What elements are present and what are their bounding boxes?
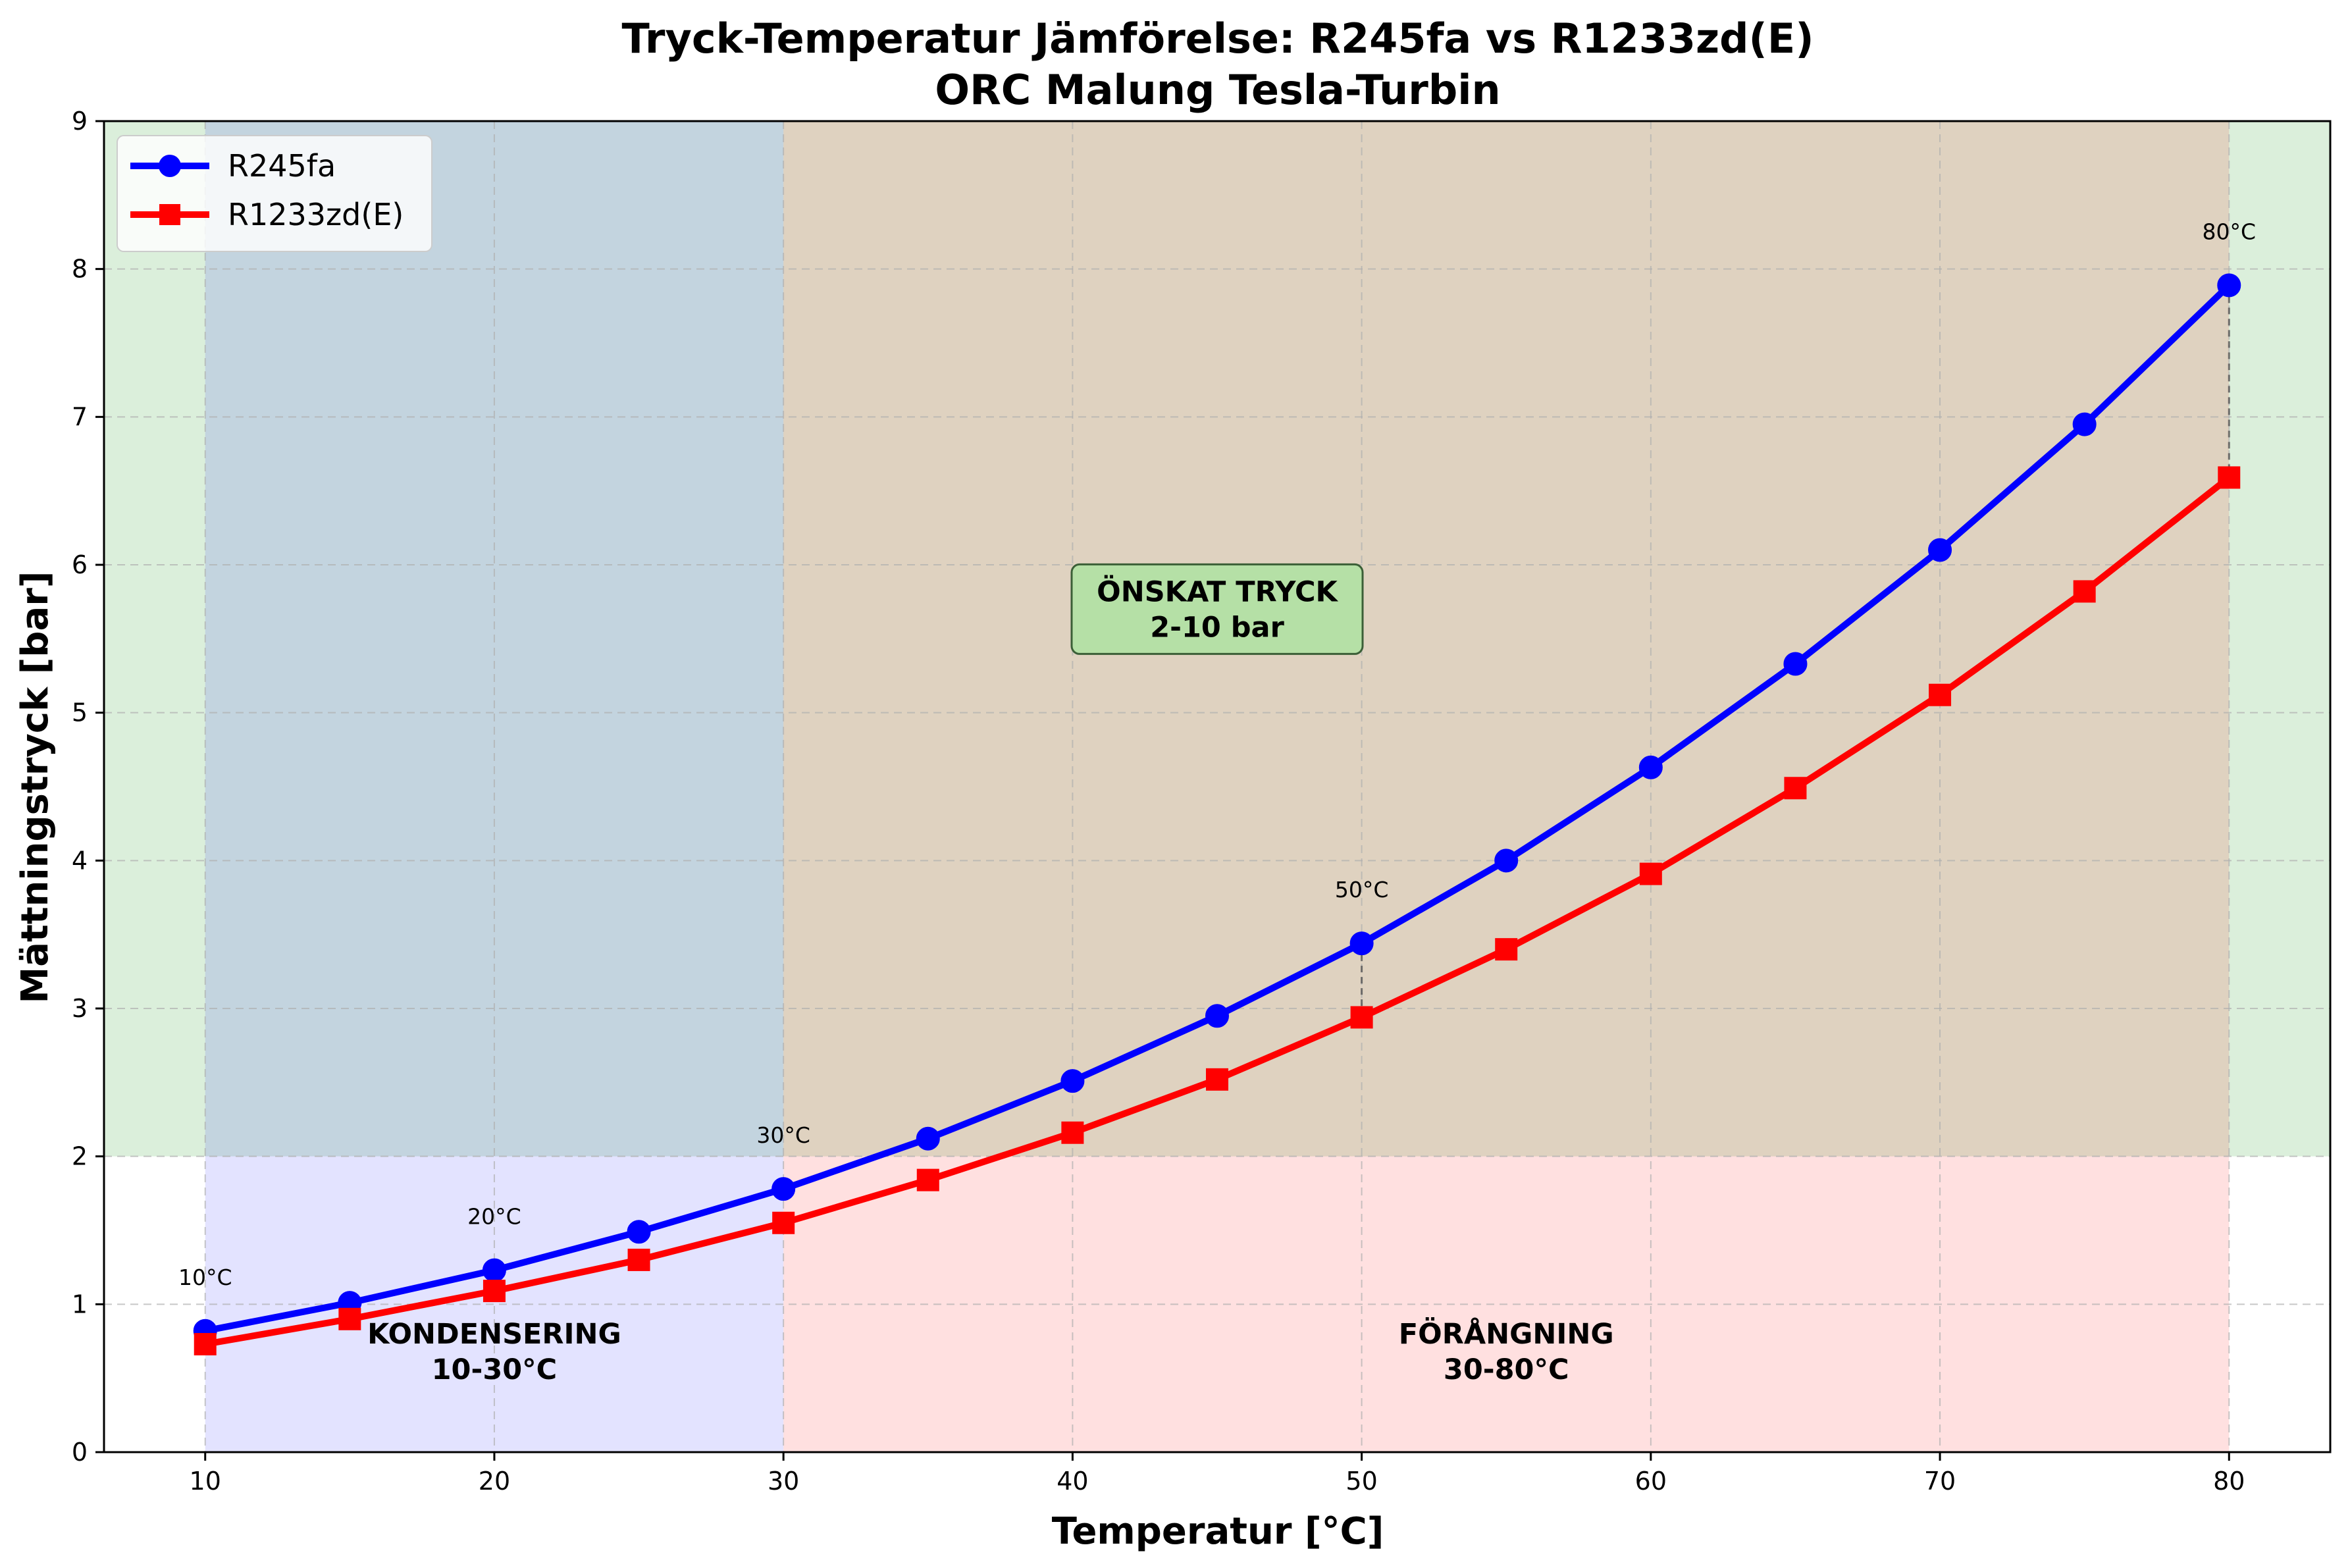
data-point (194, 1332, 217, 1355)
annotation-text: ÖNSKAT TRYCK (1097, 575, 1338, 608)
point-label: 50°C (1335, 877, 1389, 902)
x-axis-label: Temperatur [°C] (1052, 1510, 1384, 1553)
y-tick-label: 9 (72, 107, 88, 136)
axis-ticks: 10 20 30 40 50 60 70 80 0 1 2 3 4 5 6 7 8 9 (72, 107, 2245, 1496)
series-r1233zd (194, 466, 2241, 1355)
data-point (916, 1126, 940, 1151)
y-axis-label: Mättningstryck [bar] (14, 571, 57, 1004)
data-point (1494, 849, 1519, 873)
y-tick-label: 5 (72, 698, 88, 727)
data-point (2072, 412, 2097, 436)
y-tick-label: 7 (72, 402, 88, 431)
legend-label: R1233zd(E) (228, 197, 404, 232)
x-tick-label: 60 (1635, 1467, 1667, 1496)
y-tick-label: 6 (72, 550, 88, 579)
annotation-text: 2-10 bar (1150, 611, 1284, 644)
chart-subtitle: ORC Malung Tesla-Turbin (935, 66, 1500, 114)
annotation-text: 10-30°C (432, 1353, 558, 1386)
annotation-text: FÖRÅNGNING (1399, 1317, 1614, 1351)
data-point (771, 1177, 796, 1201)
data-point (1205, 1004, 1229, 1028)
x-tick-label: 40 (1057, 1467, 1088, 1496)
plot-frame (103, 120, 2332, 1453)
point-label: 10°C (178, 1265, 232, 1290)
annotation-box (1070, 563, 1364, 655)
legend-entry: R245fa (130, 148, 336, 184)
data-point (1928, 538, 1952, 562)
data-point (2218, 466, 2241, 489)
data-point (1206, 1068, 1228, 1091)
data-point (483, 1280, 506, 1303)
annotation-text: 30-80°C (1444, 1353, 1569, 1386)
legend-marker (159, 155, 181, 177)
y-tick-label: 8 (72, 255, 88, 284)
data-point (1061, 1121, 1084, 1144)
annotation-text: KONDENSERING (367, 1318, 621, 1351)
data-point (772, 1211, 795, 1234)
data-point (1350, 1006, 1373, 1029)
y-tick-label: 1 (72, 1290, 88, 1319)
point-label: 80°C (2202, 219, 2256, 244)
data-point (1349, 931, 1374, 956)
y-tick-label: 2 (72, 1142, 88, 1171)
x-tick-label: 70 (1924, 1467, 1956, 1496)
data-point (2073, 580, 2096, 603)
legend-entry: R1233zd(E) (130, 197, 404, 232)
data-point (627, 1248, 650, 1271)
y-tick-label: 4 (72, 846, 88, 875)
data-point (1060, 1069, 1085, 1093)
data-point (338, 1307, 361, 1330)
legend-label: R245fa (228, 148, 336, 184)
data-point (1783, 652, 1808, 676)
y-tick-label: 0 (72, 1438, 88, 1467)
difference-lines (1361, 285, 2230, 1018)
shaded-regions (104, 121, 2330, 1452)
data-point (482, 1258, 506, 1282)
x-tick-label: 20 (479, 1467, 510, 1496)
data-point (1639, 862, 1662, 885)
series (193, 273, 2241, 1355)
data-point (1495, 938, 1518, 961)
point-label: 20°C (467, 1204, 521, 1230)
x-tick-label: 30 (768, 1467, 799, 1496)
data-point (1929, 683, 1952, 706)
data-point (916, 1168, 939, 1191)
x-tick-label: 50 (1345, 1467, 1377, 1496)
data-point (1638, 755, 1663, 779)
data-point (627, 1220, 651, 1244)
region-band (783, 121, 2230, 1452)
data-point (1784, 777, 1807, 800)
point-labels: 10°C 20°C 30°C 50°C 80°C (178, 219, 2256, 1290)
legend-marker (159, 204, 180, 225)
chart-title: Tryck-Temperatur Jämförelse: R245fa vs R… (621, 14, 1814, 63)
y-tick-label: 3 (72, 994, 88, 1023)
data-point (2217, 273, 2241, 298)
legend: R245fa R1233zd(E) (117, 135, 432, 252)
point-label: 30°C (756, 1122, 810, 1148)
x-tick-label: 10 (190, 1467, 221, 1496)
x-tick-label: 80 (2213, 1467, 2245, 1496)
